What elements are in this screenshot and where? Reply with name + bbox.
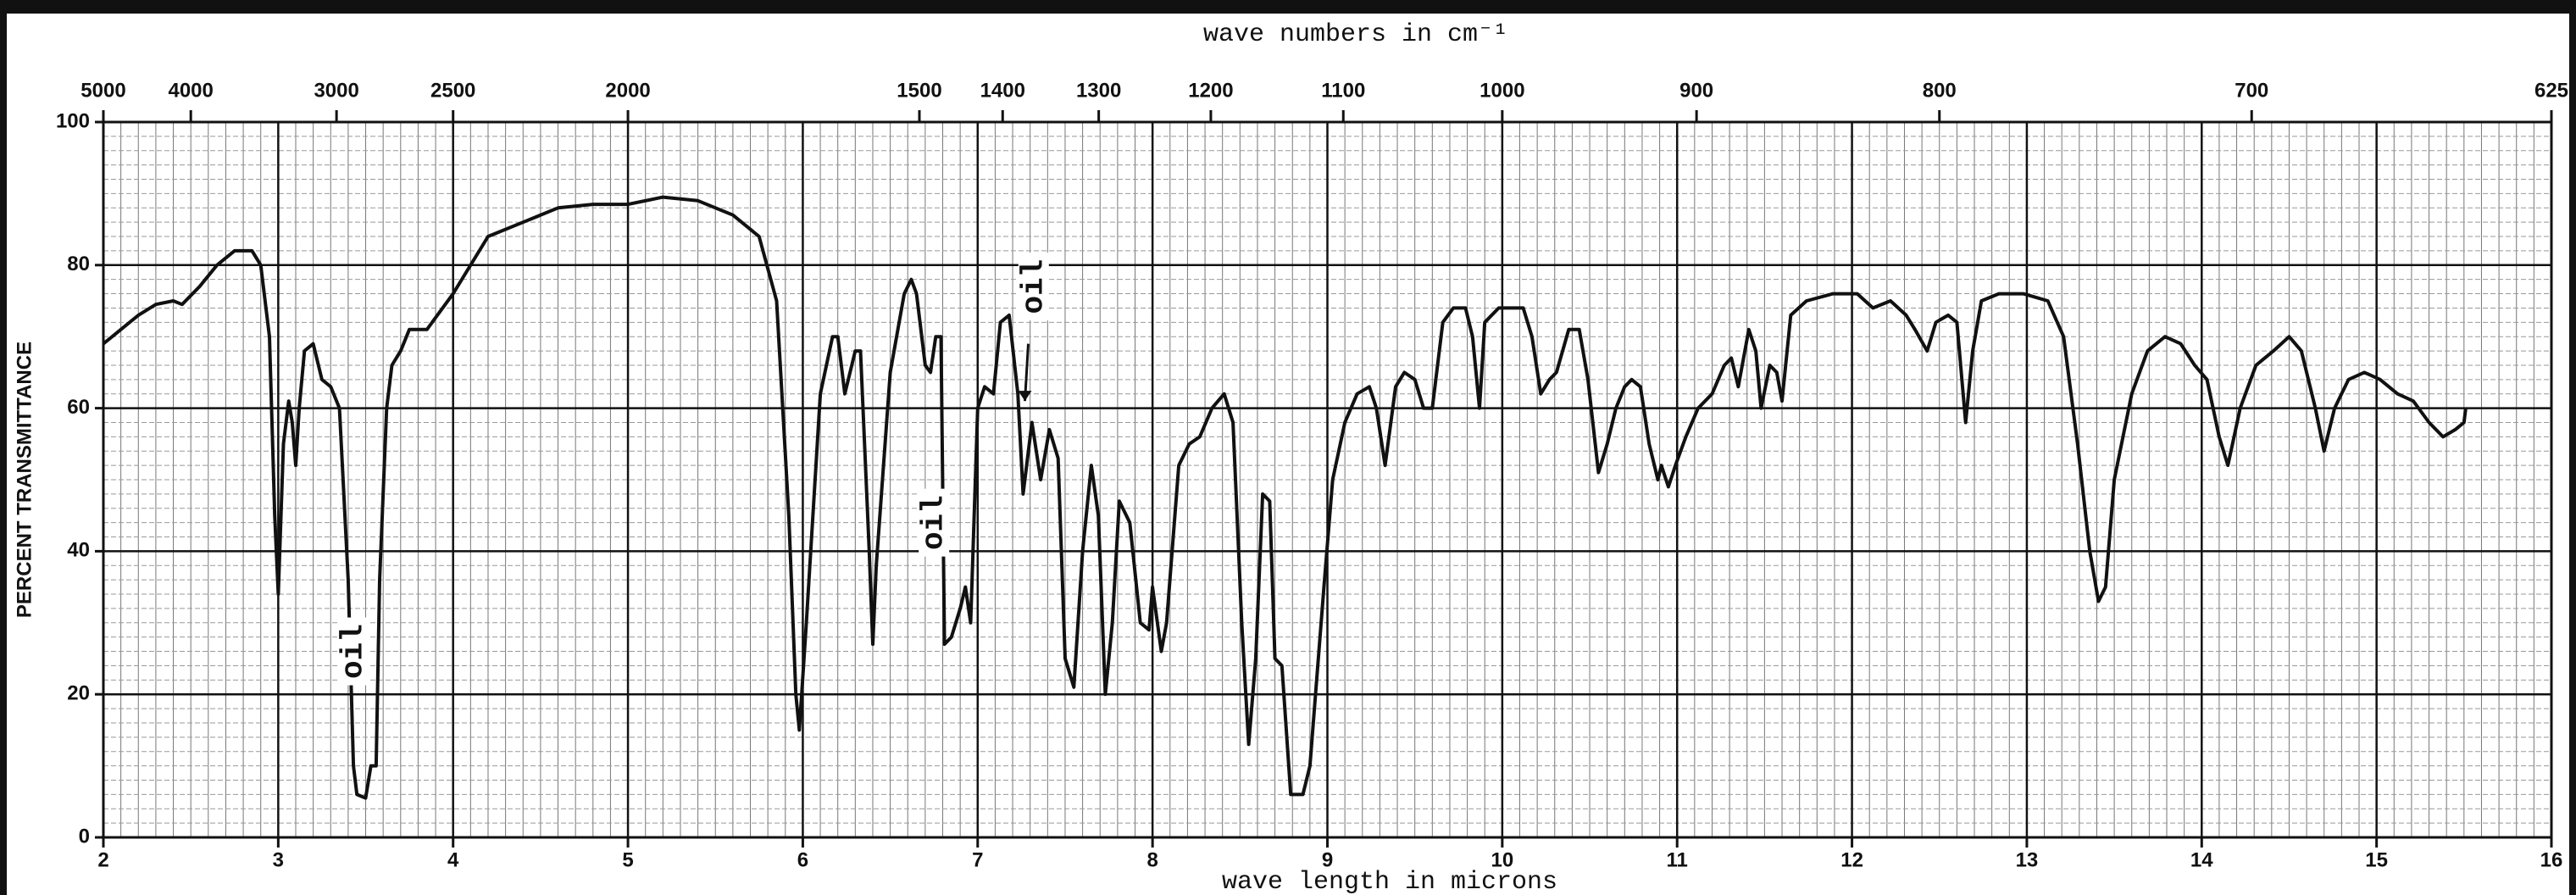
y-tick-label: 20 xyxy=(67,682,90,705)
x2-tick-label: 800 xyxy=(1923,79,1957,102)
x2-tick-label: 5000 xyxy=(80,79,125,102)
y-tick-label: 60 xyxy=(67,396,90,419)
y-tick-label: 0 xyxy=(79,825,90,848)
x-tick-label: 6 xyxy=(797,848,808,871)
x-tick-label: 3 xyxy=(273,848,284,871)
x2-tick-label: 4000 xyxy=(168,79,213,102)
x-tick-label: 15 xyxy=(2365,848,2388,871)
x2-tick-label: 2000 xyxy=(605,79,650,102)
x2-tick-label: 900 xyxy=(1679,79,1713,102)
annotation-arrowhead xyxy=(1018,391,1032,402)
x-tick-label: 2 xyxy=(97,848,108,871)
x2-tick-label: 3000 xyxy=(314,79,358,102)
y-tick-label: 100 xyxy=(56,109,90,132)
x-tick-label: 7 xyxy=(972,848,983,871)
y-tick-label: 80 xyxy=(67,253,90,275)
x2-tick-label: 625 xyxy=(2534,79,2568,102)
x2-tick-label: 1200 xyxy=(1188,79,1233,102)
annotation-bg xyxy=(338,617,369,686)
x-axis-label: wave length in microns xyxy=(1222,868,1557,895)
left-frame xyxy=(0,0,7,895)
annotation: oil xyxy=(917,495,952,550)
y-axis-label: PERCENT TRANSMITTANCE xyxy=(13,342,36,618)
x2-tick-label: 1400 xyxy=(980,79,1025,102)
x2-tick-label: 1500 xyxy=(897,79,941,102)
annotation-bg xyxy=(1018,253,1049,321)
x2-tick-label: 2500 xyxy=(430,79,475,102)
x-tick-label: 13 xyxy=(2016,848,2039,871)
top-frame xyxy=(0,0,2576,14)
x-tick-label: 8 xyxy=(1146,848,1158,871)
x-tick-label: 14 xyxy=(2190,848,2213,871)
x-tick-label: 10 xyxy=(1491,848,1514,871)
x-tick-label: 16 xyxy=(2540,848,2563,871)
x-tick-label: 11 xyxy=(1667,848,1688,871)
x-tick-label: 12 xyxy=(1840,848,1863,871)
annotation: oil xyxy=(336,624,371,679)
y-tick-label: 40 xyxy=(67,539,90,562)
spectrum-line xyxy=(102,195,2468,800)
right-frame xyxy=(2569,0,2576,895)
annotation: oil xyxy=(1016,259,1051,314)
x-tick-label: 5 xyxy=(622,848,633,871)
x2-axis-label: wave numbers in cm⁻¹ xyxy=(1203,20,1508,49)
annotation-bg xyxy=(919,488,950,557)
x2-tick-label: 1300 xyxy=(1076,79,1121,102)
x-tick-label: 9 xyxy=(1322,848,1333,871)
x2-tick-label: 1100 xyxy=(1321,79,1365,102)
x2-tick-label: 1000 xyxy=(1480,79,1524,102)
x-tick-label: 4 xyxy=(447,848,459,871)
x2-tick-label: 700 xyxy=(2235,79,2268,102)
